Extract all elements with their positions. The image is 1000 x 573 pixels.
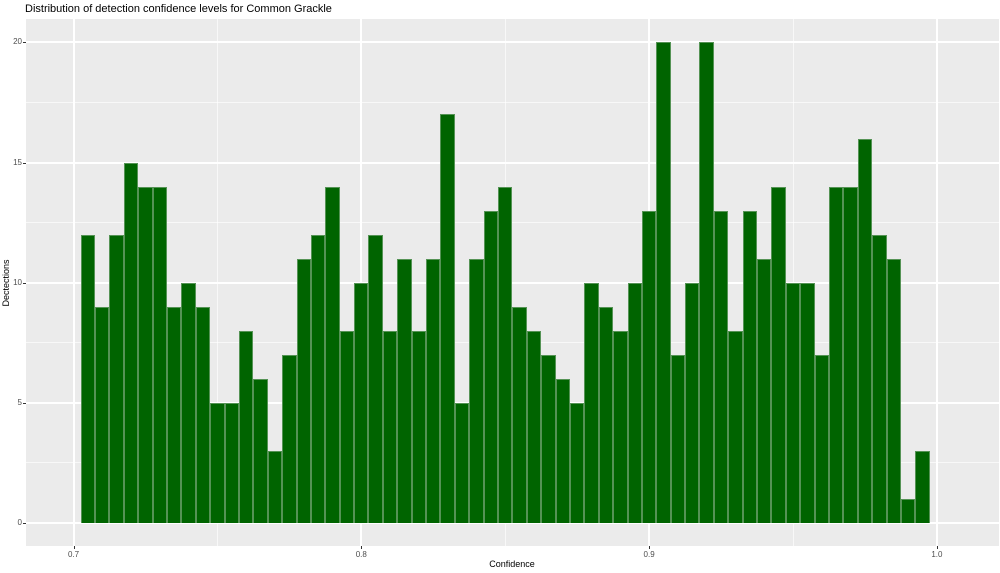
histogram-bar: [857, 138, 873, 523]
y-tick-mark: [23, 162, 26, 164]
histogram-bar: [771, 186, 786, 523]
histogram-bar: [728, 330, 743, 523]
histogram-bar: [296, 258, 311, 523]
y-tick-label: 20: [13, 37, 22, 47]
histogram-bar: [584, 282, 599, 523]
histogram-bar: [685, 282, 700, 523]
histogram-bar: [569, 402, 585, 523]
plot-panel: [26, 19, 999, 546]
y-tick-label: 0: [17, 518, 22, 527]
histogram-bar: [310, 234, 326, 523]
histogram-bar: [426, 258, 441, 523]
histogram-bar: [210, 402, 225, 523]
histogram-bar: [253, 378, 268, 523]
histogram-bar: [152, 186, 168, 523]
histogram-bar: [382, 330, 398, 523]
histogram-bar: [627, 282, 642, 523]
histogram-bar: [80, 234, 96, 523]
y-tick-label: 10: [13, 277, 22, 287]
histogram-bar: [670, 354, 686, 523]
gridline-y-major: [26, 161, 999, 164]
y-tick-label: 15: [13, 157, 22, 167]
histogram-bar: [828, 186, 844, 523]
x-tick-mark: [361, 546, 363, 549]
histogram-bar: [238, 330, 254, 523]
histogram-bar: [613, 330, 628, 523]
histogram-bar: [641, 210, 657, 523]
x-axis-title: Confidence: [489, 559, 535, 569]
histogram-bar: [282, 354, 297, 523]
histogram-bar: [843, 186, 858, 523]
gridline-y-major: [26, 522, 999, 524]
histogram-bar: [886, 258, 901, 523]
histogram-bar: [109, 234, 124, 523]
histogram-bar: [95, 306, 110, 523]
y-tick-label: 5: [17, 397, 22, 407]
histogram-bar: [699, 42, 714, 523]
histogram-bar: [900, 498, 916, 523]
histogram-bar: [555, 378, 570, 523]
histogram-bar: [354, 282, 369, 523]
histogram-bar: [138, 186, 153, 523]
histogram-bar: [267, 450, 283, 523]
x-tick-label: 0.8: [355, 550, 367, 559]
x-tick-label: 0.9: [643, 550, 655, 559]
histogram-bar: [512, 306, 527, 523]
x-tick-mark: [73, 546, 75, 549]
gridline-x-major: [360, 19, 363, 546]
histogram-bar: [713, 210, 729, 523]
gridline-x-major: [72, 19, 75, 546]
histogram-bar: [915, 450, 930, 523]
histogram-bar: [195, 306, 211, 523]
y-axis-title: Dectections: [1, 259, 11, 307]
histogram-bar: [785, 282, 801, 523]
histogram-bar: [224, 402, 239, 523]
histogram-bar: [800, 282, 815, 523]
histogram-bar: [440, 114, 455, 523]
x-tick-label: 1.0: [931, 550, 943, 559]
histogram-bar: [483, 210, 498, 523]
x-tick-mark: [936, 546, 938, 549]
y-tick-mark: [23, 402, 26, 404]
histogram-bar: [656, 42, 671, 523]
histogram-bar: [397, 258, 412, 523]
histogram-bar: [757, 258, 772, 523]
histogram-bar: [526, 330, 542, 523]
gridline-y-major: [26, 281, 999, 284]
gridline-y-major: [26, 41, 999, 44]
histogram-bar: [872, 234, 887, 523]
x-tick-label: 0.7: [67, 550, 80, 559]
x-tick-mark: [649, 546, 651, 549]
histogram-bar: [368, 234, 383, 523]
y-tick-mark: [23, 282, 26, 284]
histogram-bar: [123, 162, 139, 523]
histogram-bar: [541, 354, 556, 523]
y-tick-mark: [23, 42, 26, 44]
histogram-bar: [598, 306, 614, 523]
histogram-bar: [469, 258, 484, 523]
histogram-bar: [339, 330, 355, 523]
histogram-bar: [325, 186, 340, 523]
histogram-bar: [454, 402, 470, 523]
histogram-bar: [814, 354, 829, 523]
gridline-x-major: [935, 19, 938, 546]
histogram-bar: [742, 210, 757, 523]
y-tick-mark: [23, 523, 26, 524]
chart-title: Distribution of detection confidence lev…: [25, 3, 332, 15]
histogram-bar: [167, 306, 182, 523]
histogram-bar: [411, 330, 427, 523]
histogram-bar: [498, 186, 513, 523]
gridline-y-minor: [26, 101, 999, 103]
histogram-bar: [181, 282, 196, 523]
gridline-y-minor: [26, 222, 999, 224]
